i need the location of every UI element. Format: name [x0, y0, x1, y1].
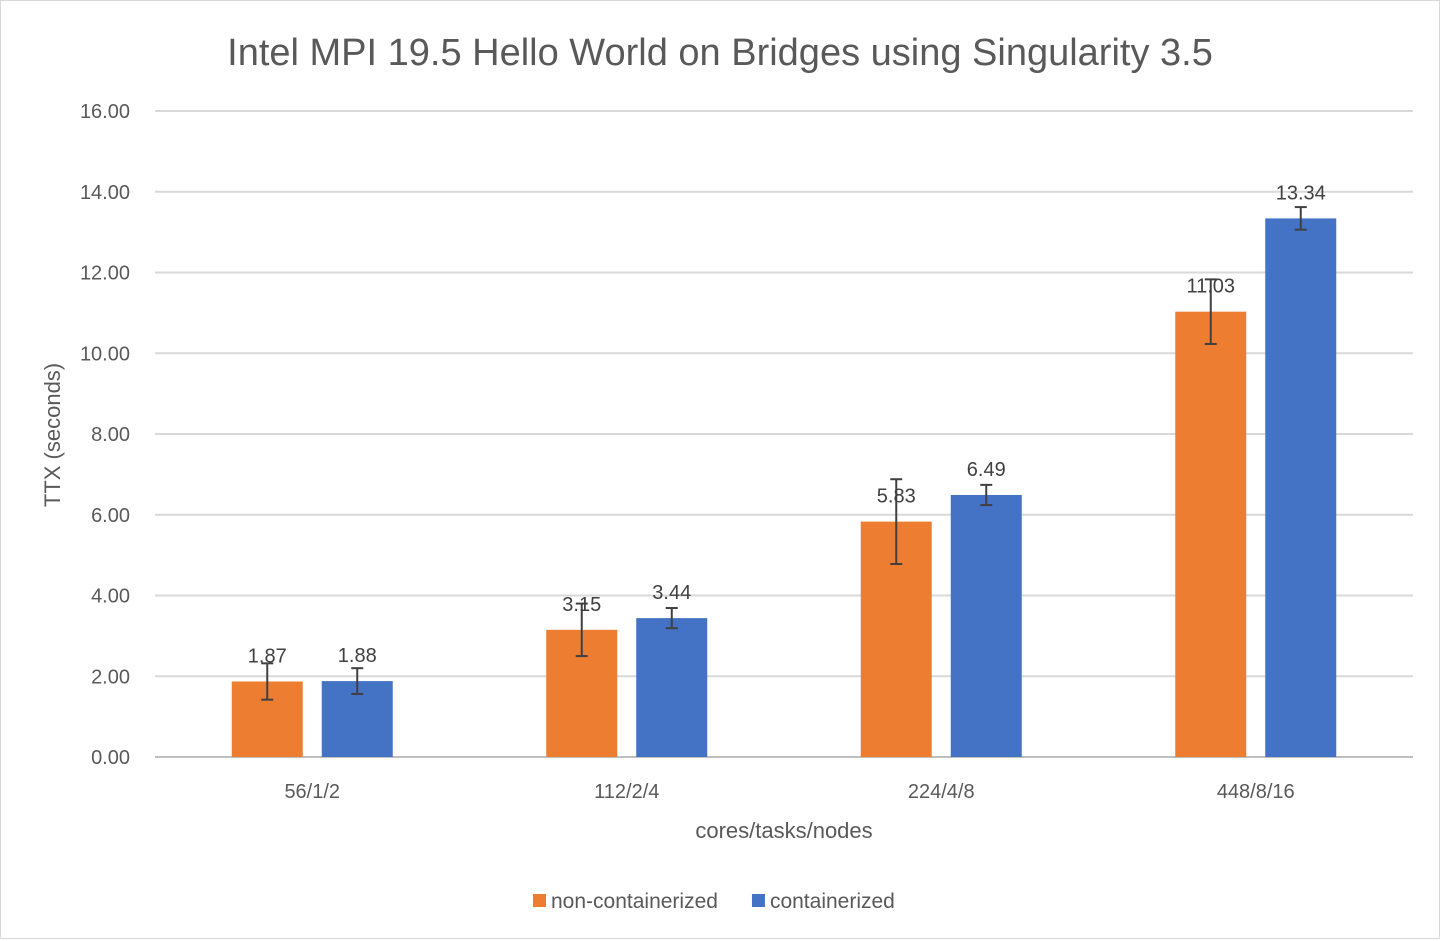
chart-title: Intel MPI 19.5 Hello World on Bridges us… — [227, 32, 1213, 74]
data-label: 3.44 — [652, 582, 691, 604]
legend: non-containerized containerized — [533, 890, 895, 913]
x-category-label: 56/1/2 — [284, 781, 340, 803]
y-tick-label: 6.00 — [91, 505, 130, 527]
data-label: 1.88 — [338, 645, 377, 667]
y-tick-label: 0.00 — [91, 747, 130, 769]
data-label: 11.03 — [1186, 276, 1235, 298]
x-axis-categories: 56/1/2 112/2/4 224/4/8 448/8/16 — [284, 781, 1294, 803]
error-bars — [261, 206, 1307, 701]
data-label: 3.15 — [562, 594, 601, 616]
x-category-label: 112/2/4 — [594, 781, 659, 803]
bar-containerized — [636, 618, 708, 757]
y-tick-label: 14.00 — [80, 182, 130, 204]
y-tick-label: 4.00 — [91, 586, 130, 608]
y-axis-title: TTX (seconds) — [40, 363, 65, 507]
x-axis-title: cores/tasks/nodes — [695, 818, 872, 843]
legend-swatch — [751, 894, 765, 907]
y-tick-label: 12.00 — [80, 263, 130, 285]
x-category-label: 224/4/8 — [908, 781, 975, 803]
x-category-label: 448/8/16 — [1217, 781, 1295, 803]
legend-label: containerized — [770, 890, 895, 913]
bar-containerized — [1265, 218, 1337, 757]
legend-label: non-containerized — [551, 890, 718, 913]
data-label: 1.87 — [248, 645, 287, 667]
data-labels: 1.87 1.88 3.15 3.44 5.83 6.49 11.03 13.34 — [248, 182, 1326, 667]
y-tick-label: 2.00 — [91, 666, 130, 688]
y-tick-label: 10.00 — [80, 343, 130, 365]
bar-non-containerized — [1175, 311, 1247, 757]
y-tick-label: 8.00 — [91, 424, 130, 446]
data-label: 6.49 — [967, 459, 1006, 481]
y-axis-ticks: 0.00 2.00 4.00 6.00 8.00 10.00 12.00 14.00 16.00 — [80, 101, 130, 769]
y-tick-label: 16.00 — [80, 101, 130, 123]
bar-containerized — [950, 494, 1022, 757]
data-label: 5.83 — [877, 486, 916, 508]
legend-swatch — [533, 894, 546, 907]
data-label: 13.34 — [1276, 182, 1326, 204]
bars — [231, 218, 1337, 757]
